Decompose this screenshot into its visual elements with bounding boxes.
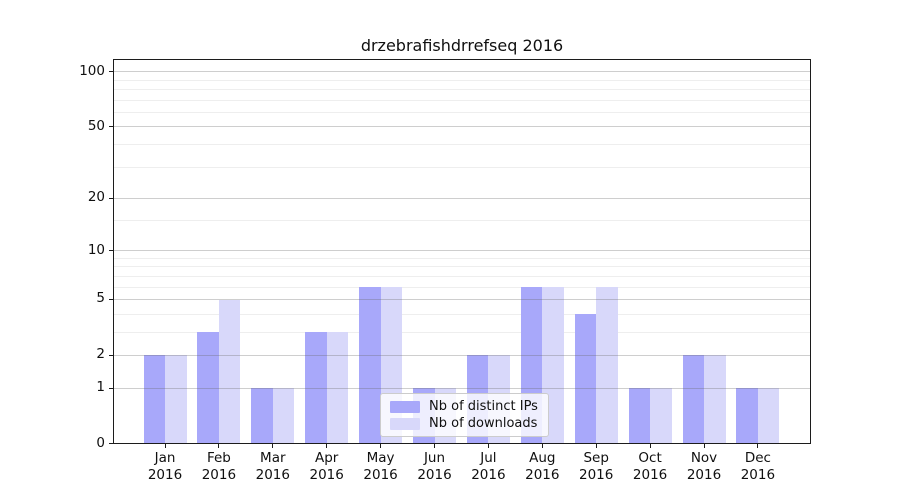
x-tick-label: Mar 2016 — [255, 450, 290, 483]
x-tick-label: Aug 2016 — [525, 450, 560, 483]
x-tick-mark — [218, 444, 220, 448]
x-tick-mark — [272, 444, 274, 448]
plot-frame — [113, 59, 811, 444]
y-tick-label: 50 — [87, 117, 105, 134]
x-tick-label: Jul 2016 — [471, 450, 506, 483]
bar-downloads — [704, 355, 726, 444]
gridline-minor — [113, 313, 811, 315]
bar-downloads — [218, 299, 241, 444]
y-tick-mark — [109, 387, 113, 389]
x-tick-label: Feb 2016 — [201, 450, 237, 483]
gridline-major — [113, 387, 811, 389]
x-tick-label: Jan 2016 — [147, 450, 183, 483]
x-tick-mark — [541, 444, 543, 448]
gridline-major — [113, 71, 811, 73]
x-tick-label: Nov 2016 — [686, 450, 722, 483]
gridline-minor — [113, 111, 811, 113]
x-tick-mark — [703, 444, 705, 448]
gridline-minor — [113, 166, 811, 168]
y-tick-label: 100 — [79, 62, 105, 79]
gridline-minor — [113, 79, 811, 81]
y-tick-mark — [109, 126, 113, 128]
y-tick-mark — [109, 354, 113, 356]
gridline-minor — [113, 257, 811, 259]
legend-item: Nb of distinct IPs — [390, 398, 538, 415]
gridline-minor — [113, 99, 811, 101]
y-tick-label: 5 — [96, 290, 105, 307]
bar-downloads — [757, 388, 780, 444]
x-tick-label: Sep 2016 — [579, 450, 614, 483]
y-tick-mark — [109, 250, 113, 252]
y-tick-label: 0 — [96, 435, 105, 451]
x-tick-mark — [649, 444, 651, 448]
y-tick-label: 1 — [96, 379, 105, 396]
gridline-major — [113, 354, 811, 356]
bar-downloads — [596, 287, 618, 444]
gridline-minor — [113, 331, 811, 333]
x-tick-label: Dec 2016 — [740, 450, 776, 483]
bar-distinct-ips — [574, 314, 597, 444]
gridline-minor — [113, 219, 811, 221]
bar-distinct-ips — [359, 287, 381, 444]
legend-swatch-downloads — [390, 417, 420, 430]
y-tick-label: 10 — [87, 241, 105, 258]
bar-distinct-ips — [197, 332, 219, 444]
gridline-major — [113, 298, 811, 300]
gridline-major — [113, 250, 811, 252]
legend-label: Nb of downloads — [429, 416, 538, 431]
y-tick-mark — [109, 197, 113, 199]
bar-distinct-ips — [682, 355, 704, 444]
x-tick-mark — [757, 444, 759, 448]
x-tick-mark — [487, 444, 489, 448]
x-tick-mark — [164, 444, 166, 448]
legend-label: Nb of distinct IPs — [429, 399, 538, 414]
x-tick-label: May 2016 — [363, 450, 398, 483]
gridline-minor — [113, 275, 811, 277]
bar-downloads — [165, 355, 187, 444]
legend: Nb of distinct IPs Nb of downloads — [380, 393, 549, 437]
legend-swatch-distinct-ips — [390, 400, 420, 413]
gridline-minor — [113, 266, 811, 268]
bar-distinct-ips — [736, 388, 758, 444]
gridline-minor — [113, 89, 811, 91]
gridline-minor — [113, 286, 811, 288]
plot-area: Nb of distinct IPs Nb of downloads 0 1 2 5 1… — [79, 59, 811, 483]
y-tick-mark — [109, 298, 113, 300]
y-tick-mark — [109, 71, 113, 73]
gridline-minor — [113, 144, 811, 145]
legend-item: Nb of downloads — [390, 415, 538, 432]
x-tick-mark — [434, 444, 435, 448]
gridline-major — [113, 126, 811, 128]
x-tick-mark — [380, 444, 382, 448]
bar-distinct-ips — [628, 388, 651, 444]
bar-distinct-ips — [143, 355, 165, 444]
chart-title: drzebrafishdrrefseq 2016 — [360, 36, 564, 55]
x-tick-mark — [595, 444, 597, 448]
y-tick-label: 2 — [96, 346, 105, 363]
bar-downloads — [326, 332, 349, 444]
y-tick-mark — [109, 442, 113, 444]
x-tick-label: Jun 2016 — [417, 450, 452, 483]
bar-distinct-ips — [305, 332, 327, 444]
bar-downloads — [272, 388, 295, 444]
y-tick-label: 20 — [87, 189, 105, 206]
x-tick-label: Apr 2016 — [309, 450, 344, 483]
bar-downloads — [650, 388, 672, 444]
x-tick-label: Oct 2016 — [632, 450, 668, 483]
bar-distinct-ips — [251, 388, 273, 444]
gridline-major — [113, 197, 811, 199]
x-tick-mark — [326, 444, 328, 448]
